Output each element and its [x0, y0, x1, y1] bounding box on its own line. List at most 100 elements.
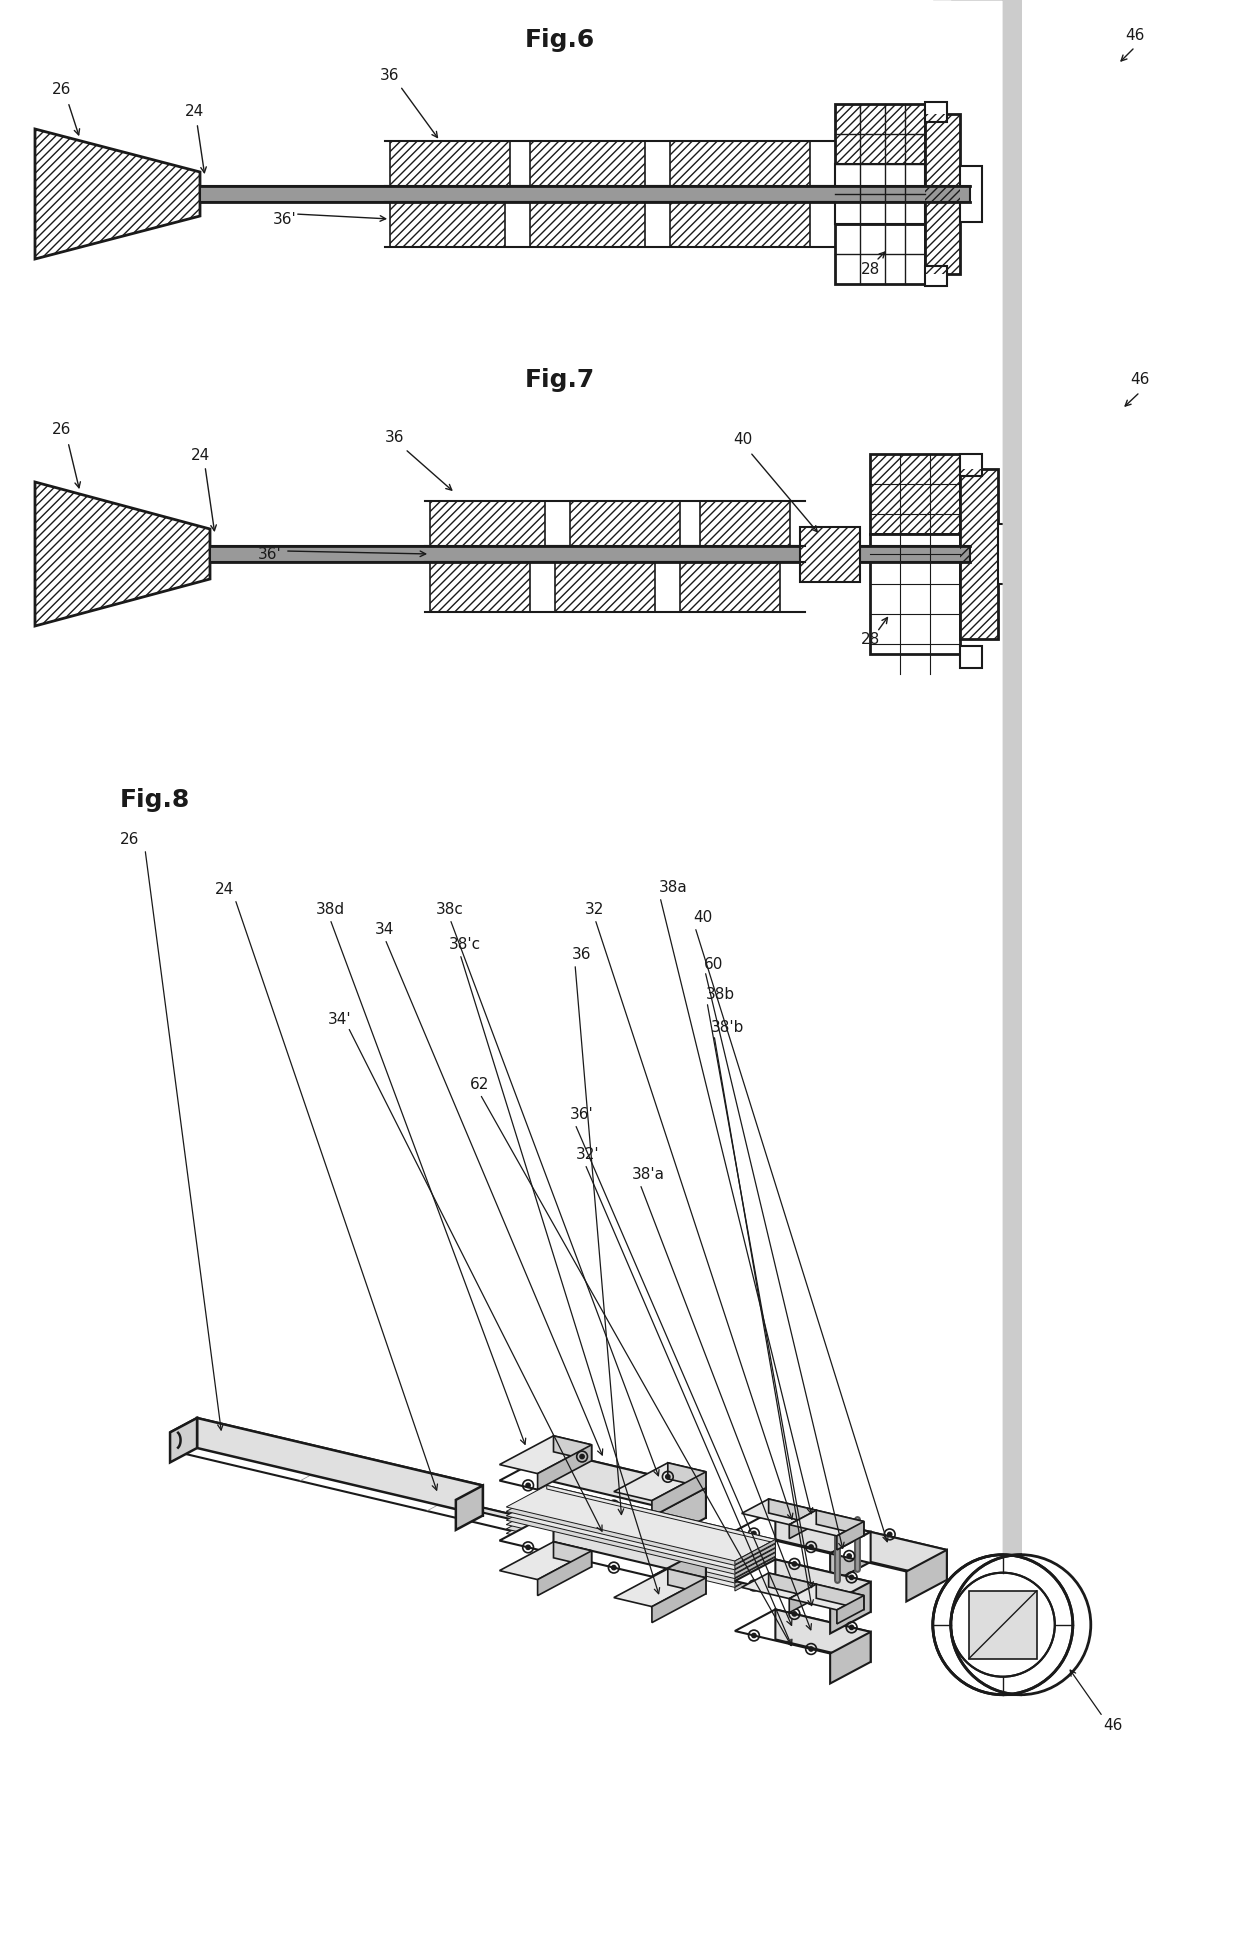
- Circle shape: [666, 1476, 670, 1479]
- Polygon shape: [506, 1489, 775, 1565]
- Polygon shape: [775, 1559, 870, 1611]
- Circle shape: [888, 1532, 892, 1538]
- Circle shape: [847, 1553, 852, 1559]
- Polygon shape: [735, 1561, 775, 1586]
- Text: 40: 40: [733, 432, 753, 448]
- Bar: [960, 167, 982, 223]
- Polygon shape: [547, 1499, 775, 1557]
- Bar: [430, 562, 529, 613]
- Bar: [430, 502, 546, 547]
- Circle shape: [951, 1555, 1091, 1695]
- Polygon shape: [789, 1584, 864, 1609]
- Polygon shape: [500, 1512, 706, 1576]
- Bar: [210, 547, 970, 562]
- Polygon shape: [500, 1452, 706, 1516]
- Polygon shape: [170, 1417, 197, 1462]
- Circle shape: [792, 1510, 796, 1514]
- Bar: [430, 562, 529, 613]
- Text: 60: 60: [704, 958, 724, 971]
- Text: 32: 32: [585, 902, 605, 917]
- Bar: [925, 114, 960, 275]
- Circle shape: [666, 1538, 670, 1542]
- Polygon shape: [870, 1532, 947, 1580]
- Text: 46: 46: [1126, 27, 1145, 43]
- Polygon shape: [652, 1472, 706, 1516]
- Polygon shape: [735, 1559, 870, 1604]
- Bar: [960, 469, 998, 640]
- Text: 38'b: 38'b: [712, 1020, 745, 1035]
- Polygon shape: [775, 1609, 870, 1662]
- Text: 32': 32': [577, 1146, 600, 1161]
- Polygon shape: [735, 1549, 775, 1574]
- Circle shape: [792, 1611, 796, 1617]
- Bar: [835, 105, 925, 165]
- Bar: [670, 204, 810, 248]
- Polygon shape: [35, 130, 200, 260]
- Text: 38'c: 38'c: [449, 937, 481, 952]
- Polygon shape: [538, 1551, 591, 1596]
- Polygon shape: [553, 1542, 591, 1567]
- Bar: [835, 105, 925, 165]
- Polygon shape: [506, 1485, 775, 1561]
- Text: 38b: 38b: [706, 987, 734, 1002]
- Polygon shape: [830, 1582, 870, 1635]
- Text: 34: 34: [376, 923, 394, 937]
- Polygon shape: [538, 1445, 591, 1489]
- Text: Fig.8: Fig.8: [120, 787, 190, 812]
- Polygon shape: [735, 1543, 775, 1569]
- Text: 62: 62: [470, 1076, 490, 1092]
- Polygon shape: [500, 1542, 591, 1580]
- Polygon shape: [830, 1532, 870, 1584]
- Bar: [529, 142, 645, 186]
- Text: 28: 28: [861, 632, 879, 648]
- Text: 38c: 38c: [436, 902, 464, 917]
- Polygon shape: [614, 1464, 706, 1501]
- Polygon shape: [506, 1509, 775, 1582]
- Polygon shape: [830, 1633, 870, 1683]
- Bar: [800, 527, 861, 584]
- Circle shape: [792, 1563, 796, 1567]
- Bar: [701, 502, 790, 547]
- Bar: [529, 204, 645, 248]
- Polygon shape: [837, 1522, 864, 1549]
- Bar: [430, 502, 546, 547]
- Polygon shape: [769, 1573, 816, 1598]
- Bar: [391, 204, 505, 248]
- Polygon shape: [775, 1510, 870, 1563]
- Polygon shape: [742, 1499, 816, 1524]
- Bar: [680, 562, 780, 613]
- Bar: [701, 502, 790, 547]
- Bar: [391, 142, 510, 186]
- Polygon shape: [652, 1487, 706, 1547]
- Text: 38a: 38a: [658, 880, 687, 896]
- Circle shape: [849, 1524, 854, 1528]
- Polygon shape: [668, 1464, 706, 1487]
- Polygon shape: [789, 1510, 816, 1540]
- Polygon shape: [547, 1503, 775, 1561]
- Text: 34': 34': [329, 1012, 352, 1028]
- Text: 36: 36: [381, 68, 399, 83]
- Text: Fig.6: Fig.6: [525, 27, 595, 52]
- Circle shape: [526, 1483, 531, 1487]
- Polygon shape: [652, 1547, 706, 1607]
- Polygon shape: [668, 1569, 706, 1594]
- Polygon shape: [769, 1499, 816, 1524]
- Circle shape: [849, 1625, 854, 1629]
- Polygon shape: [837, 1596, 864, 1625]
- Circle shape: [808, 1545, 813, 1549]
- Bar: [870, 535, 960, 655]
- Bar: [529, 204, 645, 248]
- Bar: [800, 527, 861, 584]
- Bar: [570, 502, 680, 547]
- Text: Fig.7: Fig.7: [525, 368, 595, 392]
- Polygon shape: [554, 1530, 575, 1545]
- Text: 26: 26: [52, 423, 72, 438]
- Bar: [556, 562, 655, 613]
- Bar: [960, 469, 998, 640]
- Bar: [960, 648, 982, 669]
- Text: 46: 46: [1131, 372, 1149, 388]
- Polygon shape: [197, 1417, 482, 1516]
- Polygon shape: [553, 1452, 706, 1518]
- Text: 24: 24: [185, 105, 205, 120]
- Bar: [556, 562, 655, 613]
